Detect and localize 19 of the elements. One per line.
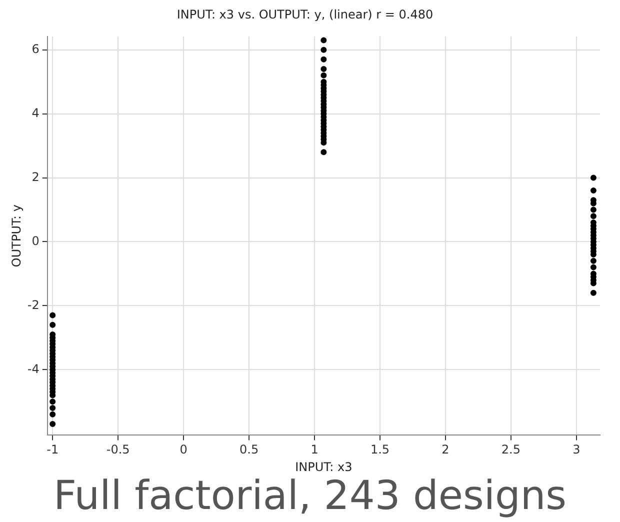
x-axis-title: INPUT: x3	[295, 460, 352, 474]
x-tick-label: 0	[180, 442, 188, 457]
y-tick-label: 6	[32, 42, 40, 56]
x-tick-label: 2.5	[501, 442, 520, 457]
x-tick-label: 1	[310, 442, 318, 457]
x-tick-label: 2	[442, 442, 450, 457]
y-tick-label: -2	[27, 298, 40, 312]
y-tick-label: 2	[32, 170, 40, 184]
x-tick-label: 3	[572, 442, 580, 457]
y-tick-label: 0	[32, 234, 40, 248]
y-tick-label: -4	[27, 362, 40, 376]
y-tick-label: 4	[32, 106, 40, 120]
x-tick-label: 0.5	[239, 442, 259, 457]
x-tick-label: -0.5	[106, 442, 130, 457]
x-tick-label: 1.5	[370, 442, 390, 457]
chart-title: INPUT: x3 vs. OUTPUT: y, (linear) r = 0.480	[176, 7, 434, 22]
text: Full factorial, 243 designs	[52, 472, 568, 520]
x-tick-label: -1	[46, 442, 59, 457]
y-axis-title: OUTPUT: y	[9, 204, 24, 268]
